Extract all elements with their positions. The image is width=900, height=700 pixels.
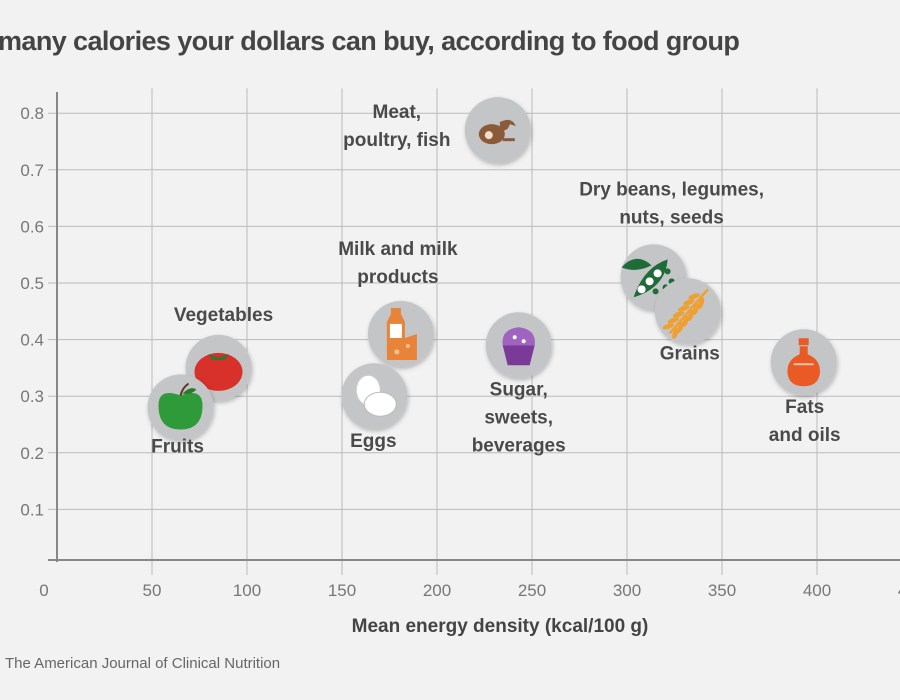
y-tick-label: 0.7 (20, 161, 44, 180)
x-tick-label: 150 (328, 581, 356, 600)
point-label: Eggs (350, 431, 396, 452)
tomato-icon (194, 352, 243, 391)
x-tick-label: 200 (423, 581, 451, 600)
data-point: Milk and milk products (338, 239, 458, 367)
cupcake-icon (502, 327, 535, 366)
point-label: and oils (769, 425, 841, 446)
point-label: poultry, fish (343, 130, 450, 151)
y-tick-label: 0.6 (20, 217, 44, 236)
oil-bottle-icon (787, 338, 820, 387)
y-tick-label: 0.2 (20, 444, 44, 463)
eggs-icon (355, 374, 397, 417)
data-point: Eggs (341, 363, 408, 452)
data-point: Fats and oils (769, 329, 841, 446)
apple-icon (158, 382, 203, 430)
point-label: beverages (472, 435, 566, 456)
x-tick-label: 50 (143, 581, 162, 600)
point-label: Vegetables (174, 305, 273, 326)
x-tick-label: 400 (803, 581, 831, 600)
y-tick-label: 0.4 (20, 331, 44, 350)
point-label: Sugar, (490, 379, 548, 400)
chart-title: many calories your dollars can buy, acco… (0, 26, 740, 56)
source-note: The American Journal of Clinical Nutriti… (5, 655, 281, 672)
data-point: Grains (654, 278, 721, 364)
data-point: Sugar, sweets, beverages (472, 312, 566, 456)
x-tick-label: 100 (233, 581, 261, 600)
point-label: Grains (660, 343, 720, 364)
point-label: Fats (785, 397, 824, 418)
point-label: Fruits (151, 437, 204, 458)
point-label: Milk and milk (338, 239, 458, 260)
point-label: products (357, 267, 438, 288)
data-point: Meat, poultry, fish (343, 97, 531, 164)
wheat-icon (662, 288, 709, 340)
y-tick-label: 0.1 (20, 500, 44, 519)
x-tick-label: 350 (708, 581, 736, 600)
x-tick-label: 250 (518, 581, 546, 600)
data-point: Fruits (147, 374, 214, 458)
y-tick-label: 0.3 (20, 387, 44, 406)
point-label: sweets, (484, 407, 553, 428)
x-tick-label: 0 (39, 581, 48, 600)
y-tick-label: 0.8 (20, 104, 44, 123)
point-label: Dry beans, legumes, (579, 179, 764, 200)
x-tick-label: 450 (898, 581, 900, 600)
x-axis-label: Mean energy density (kcal/100 g) (352, 616, 649, 637)
meat-fish-icon (478, 119, 516, 145)
point-label: nuts, seeds (619, 207, 724, 228)
x-tick-label: 300 (613, 581, 641, 600)
point-label: Meat, (373, 102, 422, 123)
milk-cheese-icon (386, 307, 417, 360)
y-tick-label: 0.5 (20, 274, 44, 293)
